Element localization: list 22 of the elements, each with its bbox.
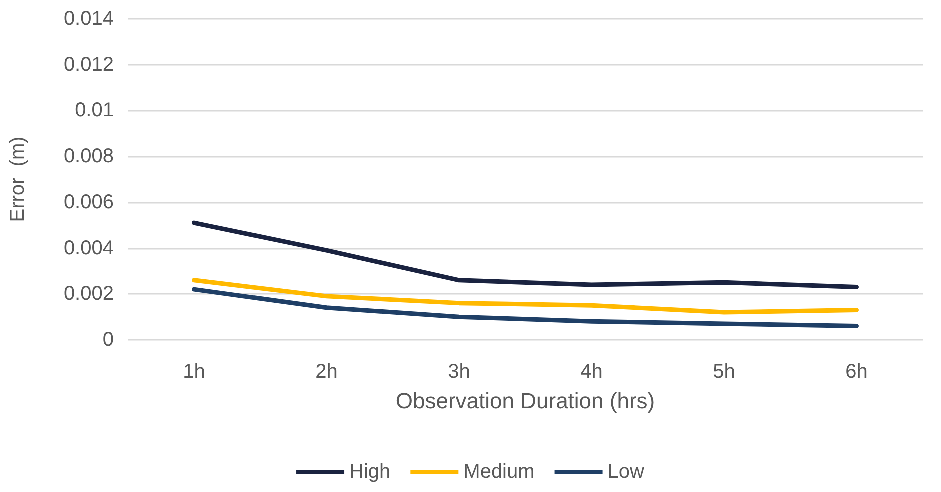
y-tick-label: 0.004 [64,237,114,260]
x-tick-label: 1h [183,361,206,383]
legend-label: Medium [464,461,535,483]
line-series [192,287,859,328]
y-tick-label: 0.008 [64,146,114,168]
x-tick-label: 4h [580,361,603,383]
y-tick-label: 0 [102,329,114,351]
y-tick-label: 0.012 [64,54,114,76]
x-tick-label: 2h [316,361,338,383]
y-tick-label: 0.014 [64,8,114,30]
x-tick-label: 5h [713,361,736,383]
line-series [192,220,859,290]
y-tick-label: 0.006 [64,191,114,214]
y-tick-label: 0.002 [64,283,114,306]
x-tick-label: 6h [846,361,868,383]
legend-label: Low [608,461,646,483]
legend-label: High [350,461,391,483]
y-axis-title: Error (m) [7,136,29,222]
x-tick-label: 3h [448,361,470,383]
y-tick-label: 0.01 [75,100,114,122]
x-axis-title: Observation Duration (hrs) [396,388,656,414]
line-series [192,278,859,315]
